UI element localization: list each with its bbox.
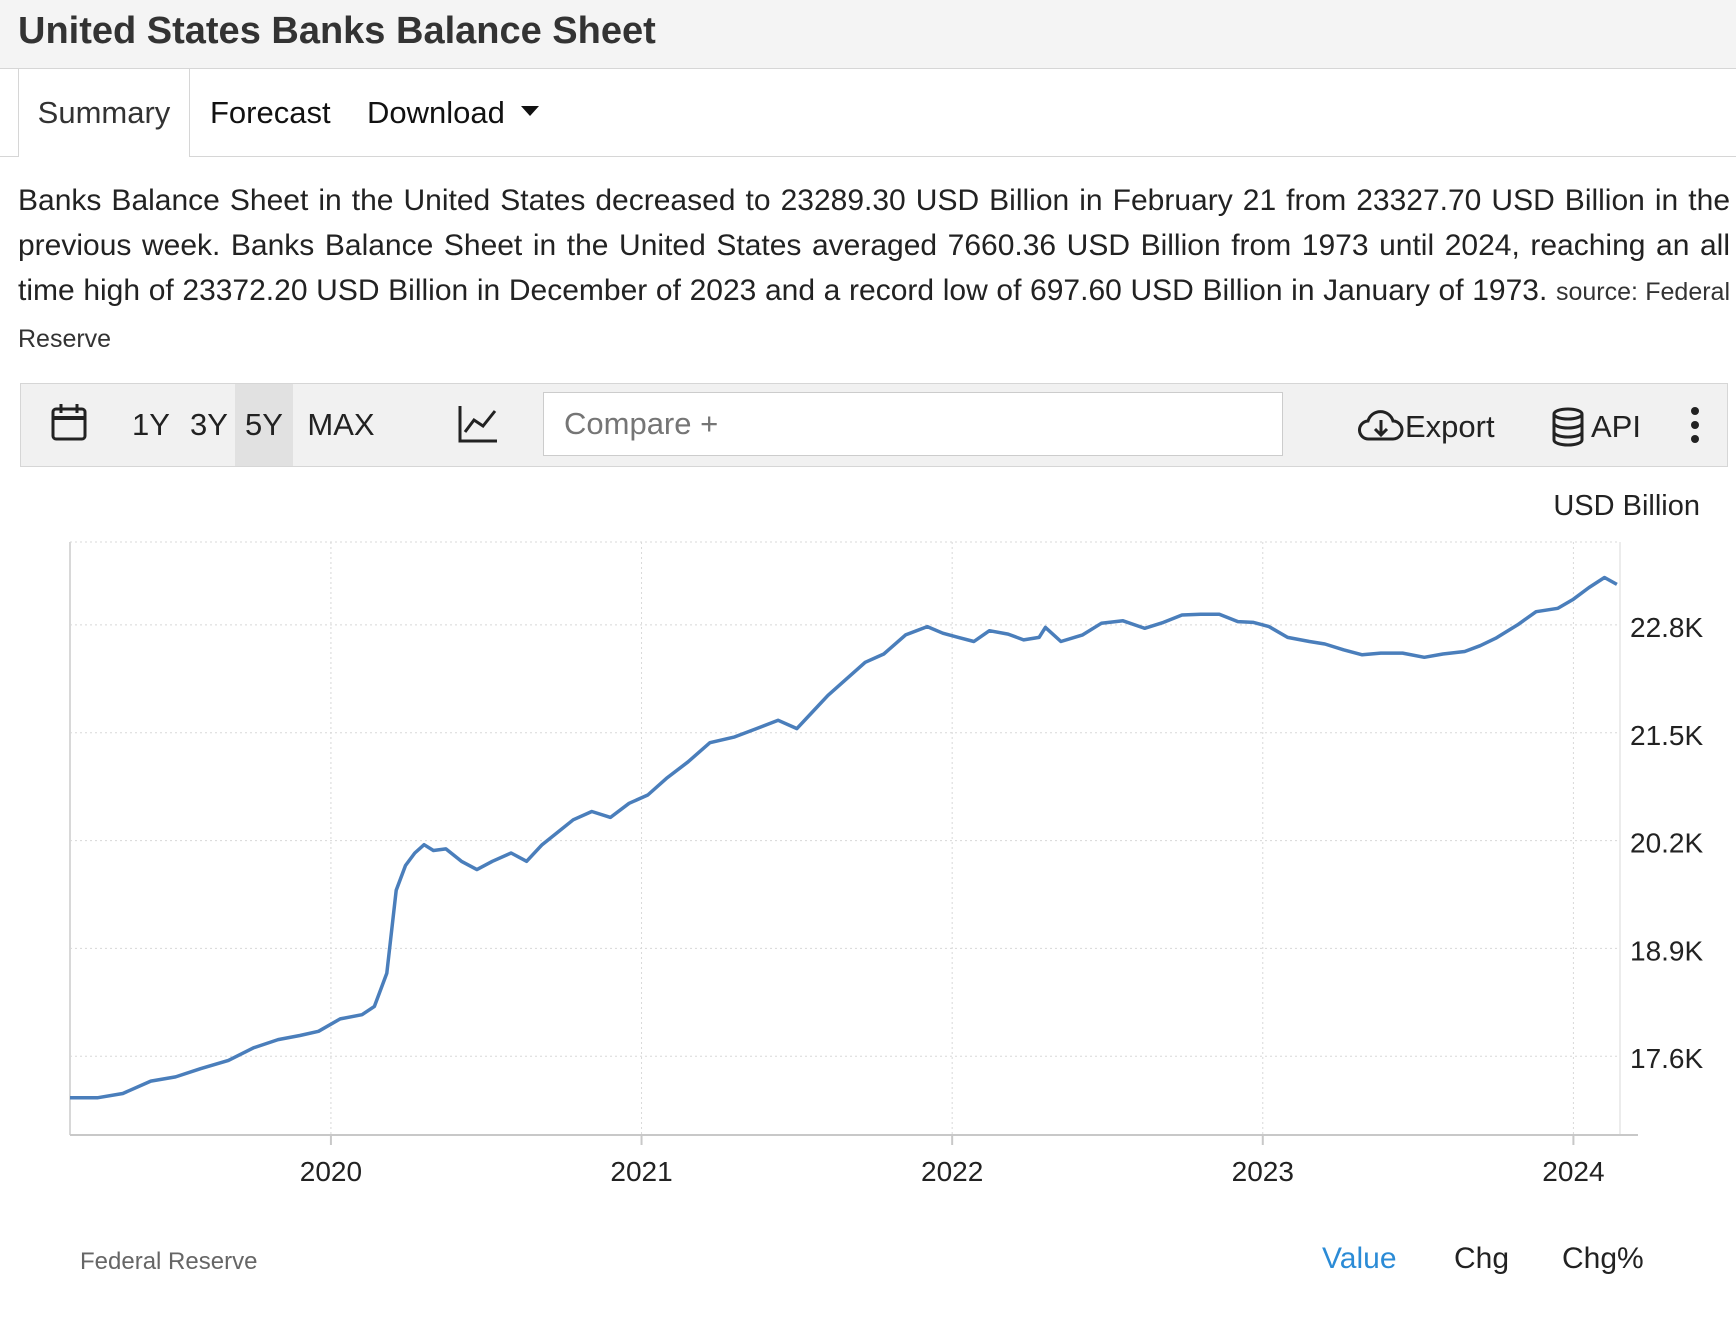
tab-chg[interactable]: Chg [1454, 1242, 1510, 1275]
api-label: API [1591, 408, 1641, 444]
y-tick-label: 17.6K [1630, 1043, 1703, 1074]
x-tick-label: 2023 [1232, 1156, 1294, 1187]
description: Banks Balance Sheet in the United States… [18, 178, 1730, 362]
tab-summary[interactable]: Summary [18, 69, 190, 157]
description-source: source: Federal Reserve [18, 278, 1730, 353]
database-icon [1551, 407, 1585, 447]
tab-forecast[interactable]: Forecast [210, 95, 331, 130]
compare-input[interactable] [543, 392, 1283, 456]
range-5y[interactable]: 5Y [235, 384, 293, 466]
calendar-icon[interactable] [51, 384, 87, 466]
x-tick-label: 2022 [921, 1156, 983, 1187]
line-chart-icon[interactable] [457, 384, 499, 466]
chart-toolbar: 1Y 3Y 5Y MAX Export API [20, 383, 1728, 467]
series-line [70, 575, 1618, 1100]
more-vertical-icon[interactable] [1689, 384, 1701, 466]
tab-bar: Summary Forecast Download [0, 69, 1736, 157]
tab-value[interactable]: Value [1322, 1242, 1397, 1275]
range-max[interactable]: MAX [307, 407, 375, 442]
caret-down-icon [520, 105, 539, 116]
range-1y[interactable]: 1Y [132, 407, 170, 442]
page-title: United States Banks Balance Sheet [18, 10, 656, 52]
y-tick-label: 20.2K [1630, 828, 1703, 859]
title-bar: United States Banks Balance Sheet [0, 0, 1736, 69]
description-text: Banks Balance Sheet in the United States… [18, 184, 1730, 307]
unit-label: USD Billion [1553, 490, 1700, 522]
export-label: Export [1405, 408, 1495, 444]
x-tick-label: 2020 [300, 1156, 362, 1187]
tab-chg-percent[interactable]: Chg% [1562, 1242, 1644, 1275]
x-tick-label: 2024 [1542, 1156, 1604, 1187]
y-tick-label: 22.8K [1630, 612, 1703, 643]
tab-download[interactable]: Download [367, 69, 539, 156]
api-button[interactable]: API [1551, 384, 1641, 466]
cloud-download-icon [1357, 407, 1405, 447]
footer-source: Federal Reserve [80, 1248, 258, 1275]
export-button[interactable]: Export [1357, 384, 1495, 466]
x-tick-label: 2021 [610, 1156, 672, 1187]
range-3y[interactable]: 3Y [190, 407, 228, 442]
y-tick-label: 21.5K [1630, 720, 1703, 751]
line-chart: USD Billion 17.6K 18.9K 20.2K 21.5K 22.8K 202… [69, 490, 1703, 1187]
y-tick-label: 18.9K [1630, 935, 1703, 966]
tab-download-label: Download [367, 95, 505, 130]
